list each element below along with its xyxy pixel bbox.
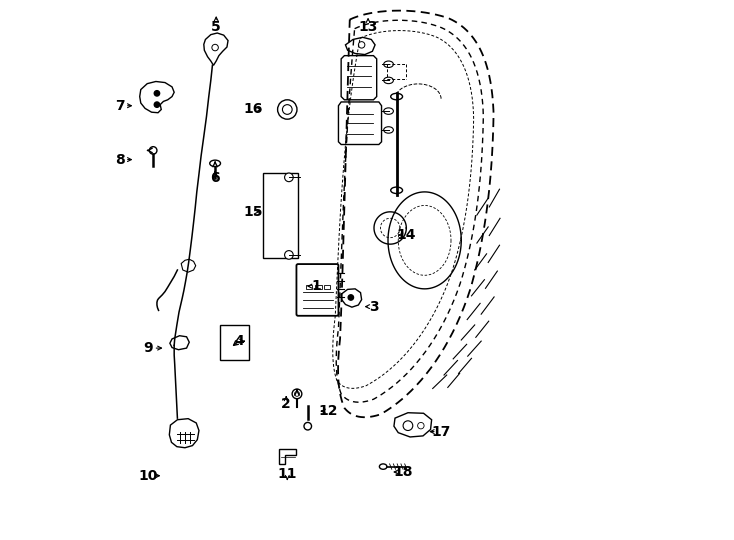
- Bar: [220, 326, 249, 361]
- Ellipse shape: [285, 173, 293, 181]
- Text: 11: 11: [277, 467, 297, 481]
- Text: 14: 14: [396, 228, 415, 242]
- Polygon shape: [279, 449, 296, 464]
- Polygon shape: [170, 418, 199, 448]
- Ellipse shape: [384, 61, 393, 68]
- Text: 4: 4: [234, 334, 244, 348]
- Ellipse shape: [285, 251, 293, 259]
- Text: 1: 1: [311, 279, 321, 293]
- Polygon shape: [204, 33, 228, 65]
- Polygon shape: [346, 37, 375, 55]
- Text: 7: 7: [115, 99, 125, 113]
- Ellipse shape: [384, 77, 393, 84]
- Ellipse shape: [390, 187, 402, 193]
- Ellipse shape: [384, 127, 393, 133]
- Bar: [324, 285, 330, 289]
- Circle shape: [403, 421, 413, 430]
- Circle shape: [348, 295, 354, 300]
- Text: 6: 6: [211, 171, 220, 185]
- Bar: [305, 285, 312, 289]
- Circle shape: [212, 44, 218, 51]
- Text: 17: 17: [432, 424, 451, 438]
- Circle shape: [358, 42, 365, 48]
- Circle shape: [283, 105, 292, 114]
- Ellipse shape: [292, 389, 302, 399]
- Bar: [263, 173, 297, 258]
- Text: 10: 10: [139, 469, 158, 483]
- Circle shape: [154, 91, 159, 96]
- Polygon shape: [139, 82, 174, 113]
- Text: 5: 5: [211, 19, 221, 33]
- Circle shape: [277, 100, 297, 119]
- Ellipse shape: [150, 147, 157, 154]
- Text: 2: 2: [281, 396, 291, 410]
- Polygon shape: [341, 289, 362, 307]
- Text: 8: 8: [115, 153, 126, 166]
- Polygon shape: [394, 413, 432, 437]
- Polygon shape: [338, 102, 382, 145]
- Text: 12: 12: [319, 404, 338, 418]
- Ellipse shape: [390, 93, 402, 100]
- Polygon shape: [181, 259, 196, 272]
- Circle shape: [418, 422, 424, 429]
- FancyBboxPatch shape: [297, 264, 338, 316]
- Text: 9: 9: [144, 341, 153, 355]
- Ellipse shape: [384, 108, 393, 114]
- Text: 13: 13: [358, 19, 378, 33]
- Text: 18: 18: [394, 465, 413, 479]
- Text: 15: 15: [243, 205, 263, 219]
- Ellipse shape: [304, 422, 311, 430]
- Text: 3: 3: [368, 300, 378, 314]
- Polygon shape: [170, 336, 189, 350]
- Ellipse shape: [379, 464, 387, 469]
- Circle shape: [154, 102, 159, 107]
- Polygon shape: [341, 56, 377, 100]
- Text: 16: 16: [243, 103, 263, 117]
- Bar: [316, 285, 321, 289]
- Ellipse shape: [210, 160, 220, 166]
- Ellipse shape: [294, 392, 299, 396]
